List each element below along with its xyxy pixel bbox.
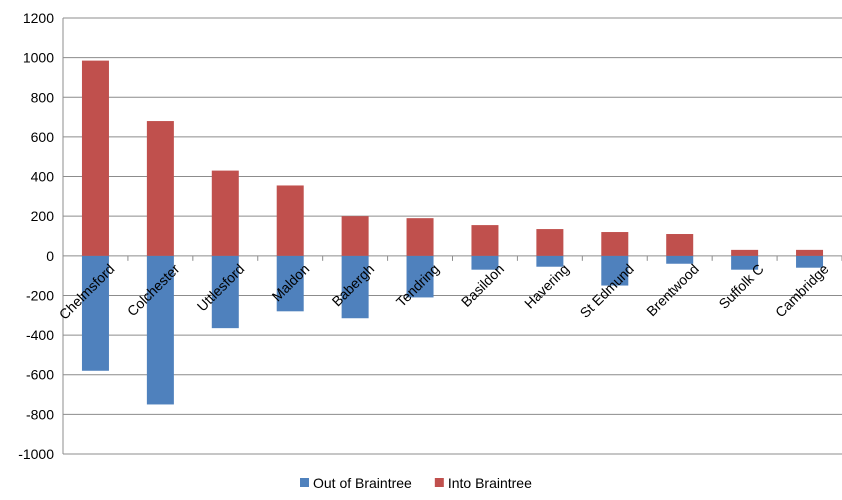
bar-into-braintree: [211, 170, 239, 256]
y-tick-label: 400: [31, 169, 55, 185]
y-tick-label: 1200: [23, 10, 54, 26]
y-tick-label: 0: [46, 248, 54, 264]
bar-into-braintree: [796, 249, 824, 256]
legend: Out of Braintree Into Braintree: [300, 475, 532, 491]
bar-out-of-braintree: [471, 255, 499, 270]
bar-into-braintree: [406, 218, 434, 256]
bar-out-of-braintree: [341, 255, 369, 319]
bar-into-braintree: [471, 225, 499, 256]
legend-label: Out of Braintree: [313, 475, 412, 491]
y-tick-label: -1000: [18, 446, 54, 462]
y-tick-label: 600: [31, 129, 55, 145]
bar-out-of-braintree: [666, 255, 694, 264]
legend-label: Into Braintree: [448, 475, 532, 491]
bar-into-braintree: [276, 185, 304, 256]
bar-into-braintree: [146, 121, 174, 256]
legend-swatch: [434, 478, 444, 487]
bar-into-braintree: [81, 60, 109, 256]
bars: [81, 60, 824, 405]
y-tick-label: 200: [31, 208, 55, 224]
bar-out-of-braintree: [146, 255, 174, 405]
y-tick-label: -800: [26, 406, 54, 422]
bar-out-of-braintree: [406, 255, 434, 298]
axes: [62, 18, 842, 454]
bar-out-of-braintree: [81, 255, 109, 371]
bar-into-braintree: [536, 229, 564, 256]
y-tick-label: -200: [26, 287, 54, 303]
bar-into-braintree: [601, 232, 629, 256]
bar-out-of-braintree: [276, 255, 304, 312]
y-tick-label: -400: [26, 327, 54, 343]
y-tick-label: 1000: [23, 50, 54, 66]
bar-into-braintree: [666, 234, 694, 256]
bar-out-of-braintree: [536, 255, 564, 267]
bar-out-of-braintree: [601, 255, 629, 286]
y-tick-label: 800: [31, 89, 55, 105]
category-label: Cambridge: [772, 260, 832, 320]
bar-out-of-braintree: [796, 255, 824, 268]
bar-into-braintree: [341, 216, 369, 256]
legend-swatch: [300, 478, 309, 487]
gridlines: [63, 17, 842, 455]
bar-out-of-braintree: [211, 255, 239, 329]
y-tick-label: -600: [26, 367, 54, 383]
category-label: Brentwood: [643, 261, 702, 320]
y-tick-labels: 1200 1000 800 600 400 200 0 -200 -400 -600 -800 -10…: [18, 10, 54, 462]
bar-into-braintree: [731, 249, 759, 256]
category-label: Havering: [521, 261, 572, 312]
bar-out-of-braintree: [731, 255, 759, 270]
